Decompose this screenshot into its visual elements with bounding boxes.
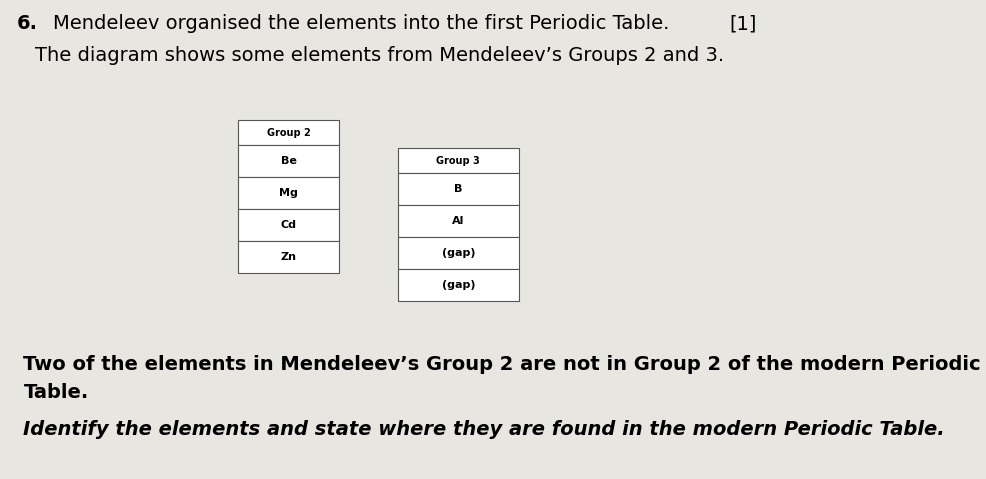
Text: [1]: [1] (730, 14, 757, 33)
Text: Identify the elements and state where they are found in the modern Periodic Tabl: Identify the elements and state where th… (24, 420, 945, 439)
Text: (gap): (gap) (442, 280, 475, 290)
Text: Al: Al (453, 216, 464, 226)
Text: Group 3: Group 3 (437, 156, 480, 166)
Bar (238, 241, 339, 273)
Text: Cd: Cd (281, 220, 297, 230)
Bar (238, 209, 339, 241)
Bar (238, 120, 339, 145)
Bar (398, 148, 519, 173)
Text: Be: Be (281, 156, 297, 166)
Bar (238, 177, 339, 209)
Bar (398, 237, 519, 269)
Text: B: B (455, 184, 462, 194)
Bar (398, 173, 519, 205)
Text: Zn: Zn (281, 252, 297, 262)
Text: (gap): (gap) (442, 248, 475, 258)
Text: Two of the elements in Mendeleev’s Group 2 are not in Group 2 of the modern Peri: Two of the elements in Mendeleev’s Group… (24, 355, 981, 402)
Text: Mendeleev organised the elements into the first Periodic Table.: Mendeleev organised the elements into th… (53, 14, 669, 33)
Text: 6.: 6. (17, 14, 38, 33)
Text: Group 2: Group 2 (267, 127, 311, 137)
Text: Mg: Mg (279, 188, 298, 198)
Bar (238, 145, 339, 177)
Text: The diagram shows some elements from Mendeleev’s Groups 2 and 3.: The diagram shows some elements from Men… (35, 46, 725, 65)
Bar (398, 269, 519, 301)
Bar (398, 205, 519, 237)
